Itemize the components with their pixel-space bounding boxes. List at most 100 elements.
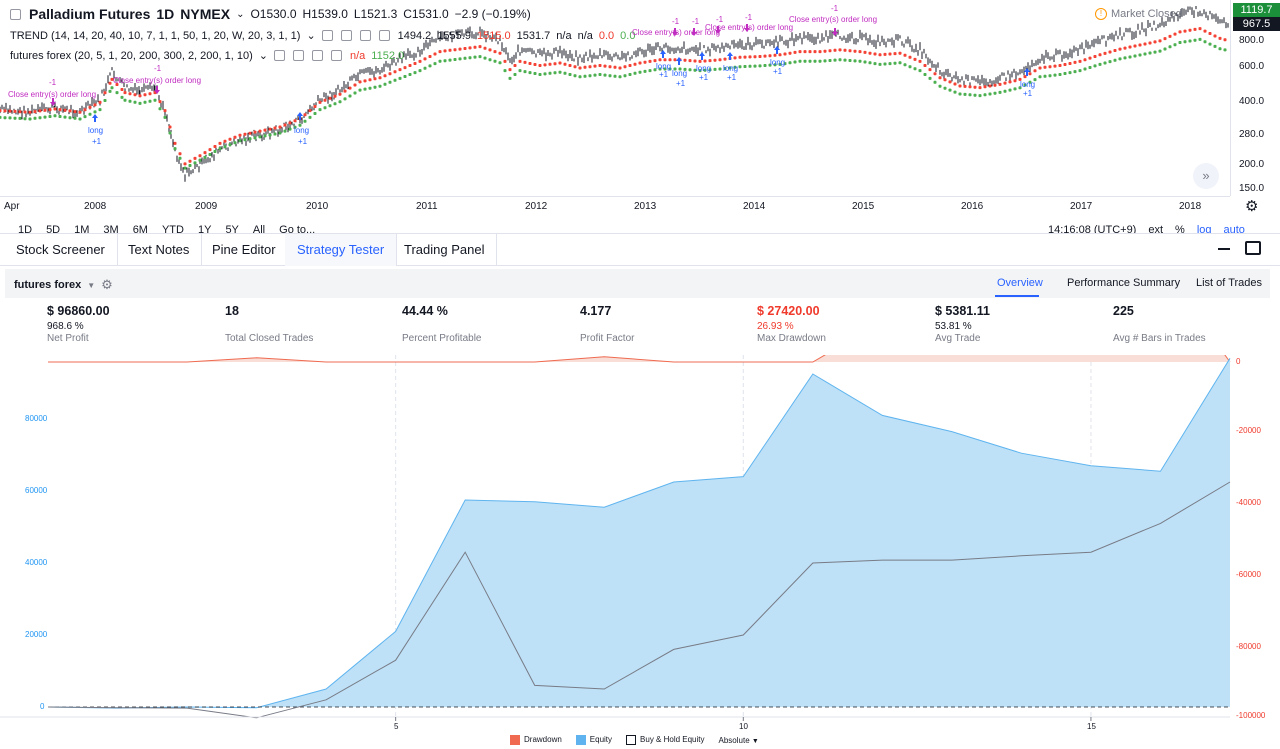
trade-entry-qty: +1 — [1023, 89, 1033, 98]
trade-entry-label: long — [88, 126, 104, 135]
checkbox-icon — [626, 735, 637, 745]
log-toggle[interactable]: log — [1196, 224, 1212, 234]
long-entry-arrow — [676, 57, 682, 65]
metrics-row: $ 96860.00 968.6 % Net Profit 18 Total C… — [0, 304, 1280, 354]
chevron-down-icon[interactable]: ⌄ — [306, 30, 316, 42]
time-tick: 2014 — [743, 201, 766, 212]
trade-entry-qty: +1 — [92, 137, 102, 146]
range-right: 14:16:08 (UTC+9) ext % log auto — [1048, 224, 1245, 234]
metric-pct: 26.93 % — [757, 321, 794, 332]
close-icon[interactable] — [378, 30, 390, 41]
subtab-list-of-trades[interactable]: List of Trades — [1196, 277, 1263, 289]
range-3m[interactable]: 3M — [103, 224, 119, 234]
long-entry-arrow — [727, 52, 733, 60]
subtab-overview[interactable]: Overview — [997, 277, 1043, 289]
gear-icon[interactable]: ⚙ — [101, 277, 113, 292]
indicator-ff-name: futures forex (20, 5, 1, 20, 200, 300, 2… — [10, 49, 253, 62]
tab-strategy-tester[interactable]: Strategy Tester — [285, 234, 398, 266]
time-tick: 2017 — [1070, 201, 1093, 212]
absolute-label: Absolute — [718, 735, 750, 745]
legend-equity[interactable]: Equity — [575, 735, 613, 745]
trade-entry-qty: +1 — [659, 70, 669, 79]
metric-label: Avg # Bars in Trades — [1113, 333, 1206, 344]
range-1y[interactable]: 1Y — [197, 224, 212, 234]
ohlc-high: H1539.0 — [302, 7, 348, 21]
settings-icon[interactable] — [340, 30, 352, 41]
go-to-button[interactable]: Go to... — [279, 224, 316, 234]
metric-percent-profitable: 44.44 % Percent Profitable — [402, 304, 482, 344]
trade-entry-label: long — [723, 64, 739, 73]
ext-toggle[interactable]: ext — [1148, 224, 1164, 234]
trend-red-band — [0, 27, 1227, 166]
minimize-icon[interactable] — [1218, 248, 1230, 250]
trade-entry-qty: +1 — [727, 73, 737, 82]
indicator-trend-name: TREND (14, 14, 20, 40, 10, 7, 1, 1, 50, … — [10, 29, 301, 42]
range-1d[interactable]: 1D — [18, 224, 33, 234]
percent-toggle[interactable]: % — [1175, 224, 1185, 234]
range-all[interactable]: All — [252, 224, 266, 234]
metric-value: $ 27420.00 — [757, 304, 820, 318]
price-tick: 200.0 — [1239, 159, 1265, 170]
trade-exit-qty: -1 — [716, 15, 724, 24]
strategy-selector[interactable]: futures forex ▼ ⚙ — [14, 277, 113, 293]
absolute-dropdown[interactable]: Absolute ▼ — [719, 736, 759, 745]
eye-icon[interactable] — [321, 30, 333, 41]
code-icon[interactable] — [359, 30, 371, 41]
equity-chart[interactable] — [0, 355, 1280, 725]
trade-axis-tick: 10 — [739, 722, 748, 731]
trade-exit-qty: -1 — [692, 17, 700, 26]
metric-pct — [1113, 321, 1206, 332]
active-subtab-underline — [995, 295, 1039, 297]
legend-label: Equity — [589, 735, 613, 745]
legend-buy-hold[interactable]: Buy & Hold Equity — [626, 735, 705, 745]
range-ytd[interactable]: YTD — [161, 224, 184, 234]
range-1m[interactable]: 1M — [74, 224, 90, 234]
code-icon[interactable] — [312, 50, 323, 61]
range-6m[interactable]: 6M — [132, 224, 148, 234]
legend-label: Drawdown — [524, 735, 562, 745]
ff-value: n/a — [350, 49, 366, 62]
trade-exit-qty: -1 — [745, 13, 753, 22]
time-axis-border — [0, 196, 1230, 197]
subtab-performance-summary[interactable]: Performance Summary — [1067, 277, 1181, 289]
chevron-down-icon[interactable]: ⌄ — [258, 50, 268, 62]
indicator-futures-forex[interactable]: futures forex (20, 5, 1, 20, 200, 300, 2… — [10, 49, 404, 63]
metric-net-profit: $ 96860.00 968.6 % Net Profit — [47, 304, 110, 344]
range-5d[interactable]: 5D — [46, 224, 61, 234]
gear-icon[interactable]: ⚙ — [1245, 198, 1259, 215]
equity-swatch — [575, 735, 586, 745]
tab-pine-editor[interactable]: Pine Editor — [200, 234, 289, 266]
range-5y[interactable]: 5Y — [225, 224, 239, 234]
tab-trading-panel[interactable]: Trading Panel — [392, 234, 498, 266]
ohlc-low: L1521.3 — [353, 7, 398, 21]
close-exit-arrow — [154, 86, 160, 94]
eye-icon[interactable] — [274, 50, 285, 61]
equity-axis-tick: 40000 — [25, 558, 48, 567]
tab-stock-screener[interactable]: Stock Screener — [4, 234, 118, 266]
market-status-text: Market Closed — [1111, 8, 1182, 20]
metric-pct — [580, 321, 634, 332]
price-tick: 150.0 — [1239, 183, 1265, 194]
collapse-icon[interactable] — [10, 8, 21, 20]
tab-text-notes[interactable]: Text Notes — [116, 234, 203, 266]
time-tick: 2018 — [1179, 201, 1202, 212]
metric-avg-trade: $ 5381.11 53.81 % Avg Trade — [935, 304, 990, 344]
auto-toggle[interactable]: auto — [1223, 224, 1245, 234]
close-icon[interactable] — [331, 50, 342, 61]
settings-icon[interactable] — [293, 50, 304, 61]
indicator-trend[interactable]: TREND (14, 14, 20, 40, 10, 7, 1, 1, 50, … — [10, 29, 636, 43]
legend-drawdown[interactable]: Drawdown — [510, 735, 562, 745]
chevron-down-icon[interactable]: ⌄ — [236, 8, 245, 20]
metric-pct — [225, 321, 313, 332]
symbol-name[interactable]: Palladium Futures — [29, 6, 151, 22]
drawdown-axis-tick: -100000 — [1236, 711, 1266, 720]
trend-value: 0.0 — [620, 29, 636, 42]
maximize-icon[interactable] — [1245, 241, 1261, 255]
trade-axis-tick: 15 — [1087, 722, 1096, 731]
scroll-to-realtime-button[interactable]: » — [1193, 163, 1219, 189]
caret-down-icon: ▼ — [751, 737, 759, 745]
trend-value: n/a — [577, 29, 593, 42]
price-chart[interactable]: Palladium Futures 1D NYMEX ⌄ O1530.0 H15… — [0, 0, 1280, 218]
market-status[interactable]: ! Market Closed — [1095, 8, 1182, 20]
metric-value: $ 5381.11 — [935, 304, 990, 318]
